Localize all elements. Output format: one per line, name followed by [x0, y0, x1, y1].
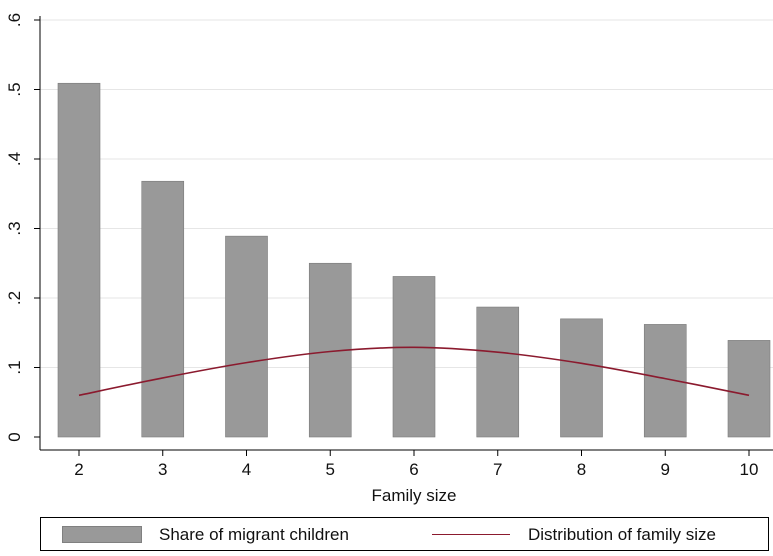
- x-tick-label: 10: [740, 460, 759, 479]
- bar: [57, 82, 101, 438]
- y-tick-label: .2: [5, 291, 24, 305]
- x-tick-label: 5: [326, 460, 335, 479]
- y-tick-label: .1: [5, 360, 24, 374]
- y-tick-label: .4: [5, 152, 24, 166]
- x-tick-label: 9: [661, 460, 670, 479]
- x-tick-label: 4: [242, 460, 251, 479]
- x-axis-title: Family size: [371, 486, 456, 505]
- legend-label-distribution: Distribution of family size: [528, 525, 717, 544]
- bar: [392, 276, 436, 438]
- distribution-line: [78, 346, 750, 397]
- bar-series: [57, 82, 771, 438]
- legend-label-share: Share of migrant children: [159, 525, 349, 544]
- y-tick-label: .3: [5, 221, 24, 235]
- bar: [225, 235, 268, 438]
- y-tick-label: .6: [5, 13, 24, 27]
- x-tick-label: 3: [158, 460, 167, 479]
- legend-swatch-bar: [62, 526, 142, 543]
- bar: [727, 340, 771, 438]
- bar: [560, 318, 603, 438]
- x-tick-label: 8: [577, 460, 586, 479]
- legend-swatch-line: [432, 534, 510, 535]
- x-tick-label: 6: [409, 460, 418, 479]
- bar: [476, 306, 520, 438]
- y-tick-label: 0: [5, 432, 24, 441]
- line-series: [78, 346, 750, 397]
- x-tick-label: 7: [493, 460, 502, 479]
- bar: [141, 180, 185, 438]
- legend: Share of migrant children Distribution o…: [40, 517, 769, 551]
- axes: 0 .1 .2 .3 .4 .5 .6 2 3 4 5 6 7 8 9 10: [5, 13, 773, 479]
- x-tick-label: 2: [74, 460, 83, 479]
- y-tick-label: .5: [5, 82, 24, 96]
